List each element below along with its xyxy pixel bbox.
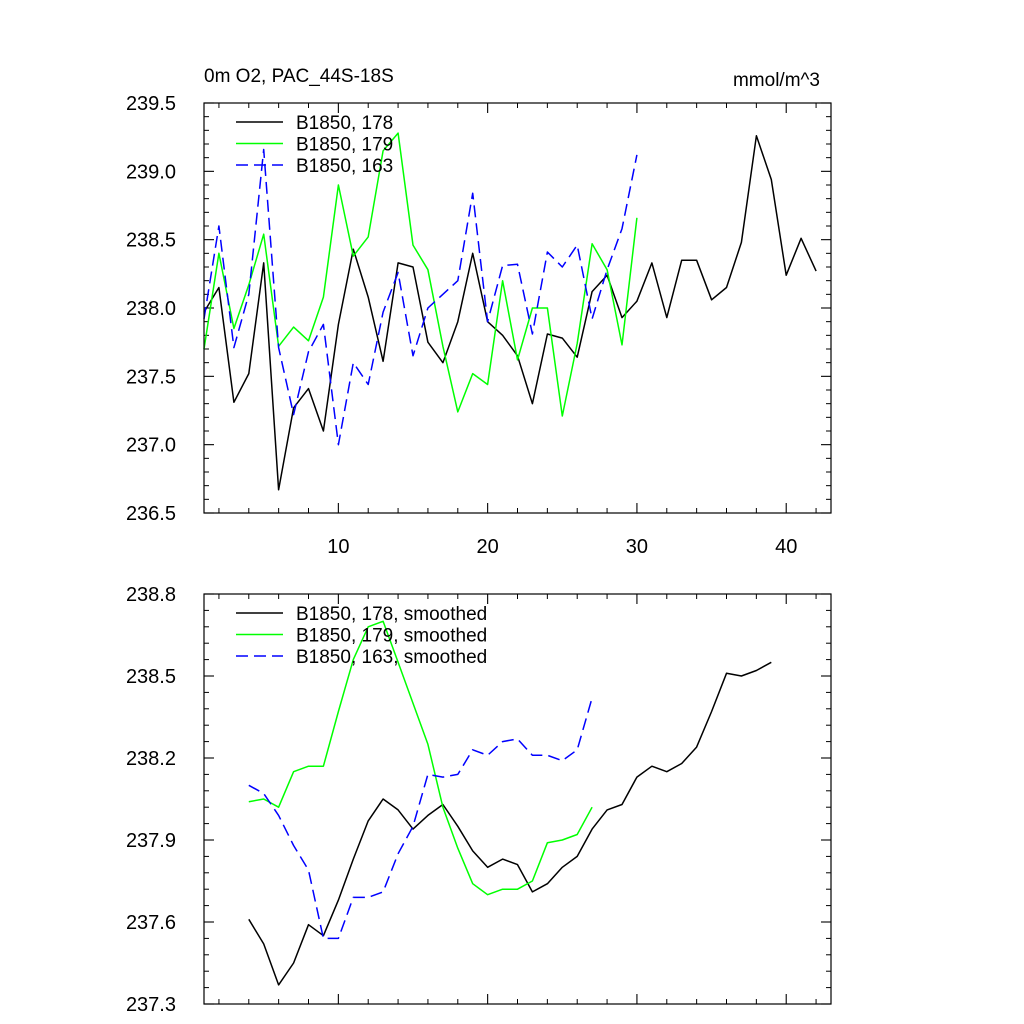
series-line-2 <box>248 697 593 940</box>
y-tick-label: 238.5 <box>126 230 176 252</box>
x-tick-label: 30 <box>626 536 648 558</box>
y-tick-label: 237.3 <box>126 994 176 1016</box>
legend-label-2: B1850, 163, smoothed <box>296 647 487 668</box>
x-tick-label: 40 <box>775 536 797 558</box>
legend-label-0: B1850, 178, smoothed <box>296 604 487 625</box>
top-title: 0m O2, PAC_44S-18S <box>204 66 394 87</box>
y-tick-label: 239.5 <box>126 93 176 115</box>
legend-label-2: B1850, 163 <box>296 156 393 177</box>
x-tick-label: 10 <box>327 536 349 558</box>
top-plot-frame <box>203 102 832 514</box>
y-tick-label: 238.5 <box>126 666 176 688</box>
series-line-2 <box>203 148 638 446</box>
y-tick-label: 236.5 <box>126 503 176 525</box>
legend-label-1: B1850, 179 <box>296 135 393 156</box>
y-tick-label: 238.8 <box>126 584 176 606</box>
top-series-lines <box>203 132 817 491</box>
series-line-0 <box>248 661 772 986</box>
legend-label-1: B1850, 179, smoothed <box>296 626 487 647</box>
bottom-plot-frame <box>203 593 832 1005</box>
top-panel: 0m O2, PAC_44S-18S mmol/m^3 10 20 30 40 236.… <box>126 66 832 558</box>
x-tick-label: 20 <box>477 536 499 558</box>
y-tick-label: 237.9 <box>126 830 176 852</box>
series-line-1 <box>203 132 638 417</box>
y-tick-label: 237.0 <box>126 435 176 457</box>
bottom-series-lines <box>248 620 772 986</box>
units-label: mmol/m^3 <box>733 70 820 91</box>
bottom-axis-ticks: 237.3 237.6 237.9 238.2 238.5 238.8 <box>126 584 831 1016</box>
legend-label-0: B1850, 178 <box>296 113 393 134</box>
y-tick-label: 239.0 <box>126 161 176 183</box>
y-tick-label: 237.6 <box>126 912 176 934</box>
top-axis-ticks: 10 20 30 40 236.5 237.0 237.5 238.0 238.5 239.0 23… <box>126 93 831 558</box>
y-tick-label: 237.5 <box>126 366 176 388</box>
bottom-panel: 237.3 237.6 237.9 238.2 238.5 238.8 B1850, 17… <box>126 584 832 1016</box>
series-line-1 <box>248 620 593 896</box>
y-tick-label: 238.2 <box>126 748 176 770</box>
series-line-0 <box>203 135 817 491</box>
y-tick-label: 238.0 <box>126 298 176 320</box>
